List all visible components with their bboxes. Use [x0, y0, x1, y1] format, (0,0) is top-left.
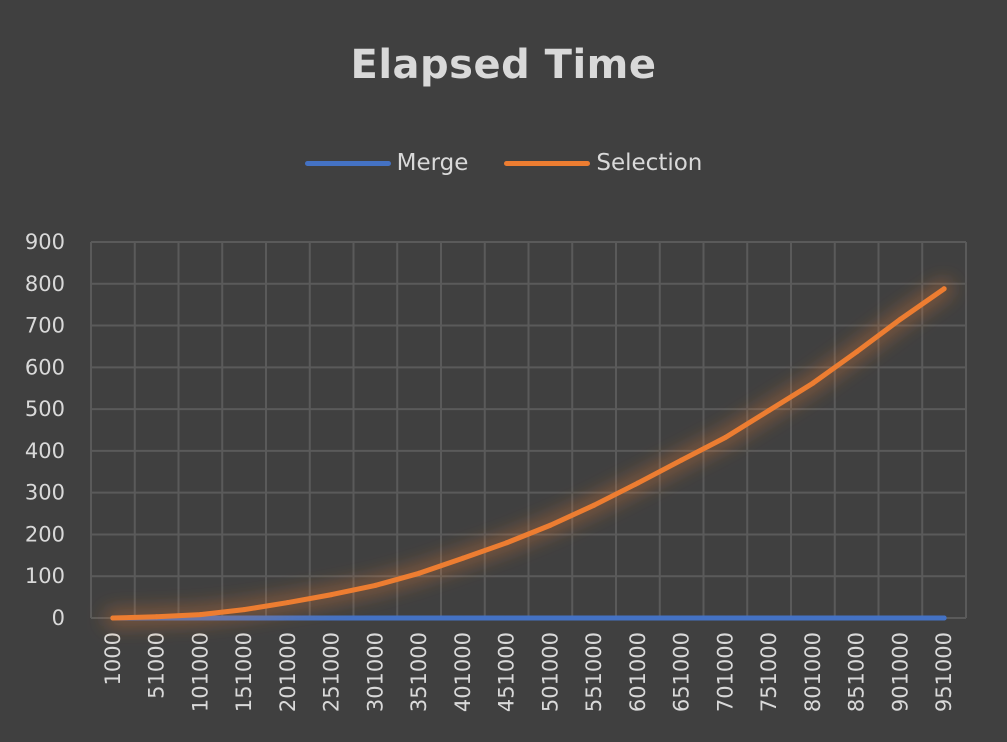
y-tick-label: 300: [25, 481, 65, 505]
legend-label-selection: Selection: [596, 150, 703, 176]
y-tick-label: 900: [25, 230, 65, 254]
data-point-selection: [897, 316, 903, 322]
x-tick-label: 351000: [407, 632, 431, 712]
data-point-selection: [547, 522, 553, 528]
chart-title: Elapsed Time: [350, 42, 657, 88]
y-tick-label: 600: [25, 355, 65, 379]
data-point-selection: [941, 286, 947, 292]
data-point-merge: [372, 615, 378, 621]
data-point-merge: [766, 615, 772, 621]
x-tick-label: 101000: [188, 632, 212, 712]
x-tick-label: 801000: [801, 632, 825, 712]
data-point-selection: [635, 480, 641, 486]
x-tick-label: 501000: [538, 632, 562, 712]
data-point-merge: [679, 615, 685, 621]
legend-swatch-merge: [304, 160, 391, 166]
x-tick-label: 201000: [276, 632, 300, 712]
y-tick-label: 200: [25, 522, 65, 546]
data-point-selection: [722, 435, 728, 441]
data-point-merge: [285, 615, 291, 621]
x-tick-label: 551000: [582, 632, 606, 712]
x-tick-label: 751000: [757, 632, 781, 712]
y-tick-label: 0: [52, 606, 65, 630]
legend-item-merge: Merge: [304, 150, 469, 176]
x-tick-label: 901000: [888, 632, 912, 712]
data-point-selection: [110, 615, 116, 621]
y-tick-label: 700: [25, 314, 65, 338]
data-point-merge: [941, 615, 947, 621]
data-point-selection: [197, 612, 203, 618]
data-point-selection: [416, 570, 422, 576]
series-line-selection: [110, 286, 947, 621]
legend-label-merge: Merge: [396, 150, 469, 176]
chart-legend: Merge Selection: [0, 150, 1007, 176]
data-point-selection: [241, 607, 247, 613]
data-point-merge: [504, 615, 510, 621]
data-point-selection: [372, 582, 378, 588]
y-tick-label: 800: [25, 272, 65, 296]
data-point-merge: [810, 615, 816, 621]
x-tick-label: 601000: [626, 632, 650, 712]
x-tick-label: 301000: [363, 632, 387, 712]
data-point-merge: [897, 615, 903, 621]
data-point-selection: [154, 614, 160, 620]
x-tick-label: 251000: [320, 632, 344, 712]
data-point-merge: [591, 615, 597, 621]
data-point-selection: [854, 349, 860, 355]
data-point-selection: [285, 600, 291, 606]
data-point-selection: [504, 540, 510, 546]
data-point-selection: [591, 502, 597, 508]
x-tick-label: 951000: [932, 632, 956, 712]
data-point-selection: [766, 407, 772, 413]
y-tick-label: 100: [25, 564, 65, 588]
data-point-merge: [416, 615, 422, 621]
data-point-merge: [460, 615, 466, 621]
x-tick-label: 451000: [495, 632, 519, 712]
x-tick-label: 701000: [713, 632, 737, 712]
data-point-merge: [635, 615, 641, 621]
data-point-selection: [460, 555, 466, 561]
data-point-merge: [329, 615, 335, 621]
data-point-merge: [854, 615, 860, 621]
x-tick-label: 851000: [845, 632, 869, 712]
x-tick-label: 151000: [232, 632, 256, 712]
data-point-selection: [810, 380, 816, 386]
x-tick-label: 401000: [451, 632, 475, 712]
y-tick-label: 500: [25, 397, 65, 421]
x-tick-label: 1000: [101, 632, 125, 685]
x-tick-label: 51000: [145, 632, 169, 699]
data-point-selection: [329, 592, 335, 598]
y-tick-label: 400: [25, 439, 65, 463]
data-point-merge: [547, 615, 553, 621]
data-point-selection: [679, 457, 685, 463]
x-tick-label: 651000: [670, 632, 694, 712]
legend-swatch-selection: [504, 160, 591, 166]
legend-item-selection: Selection: [504, 150, 702, 176]
data-point-merge: [722, 615, 728, 621]
